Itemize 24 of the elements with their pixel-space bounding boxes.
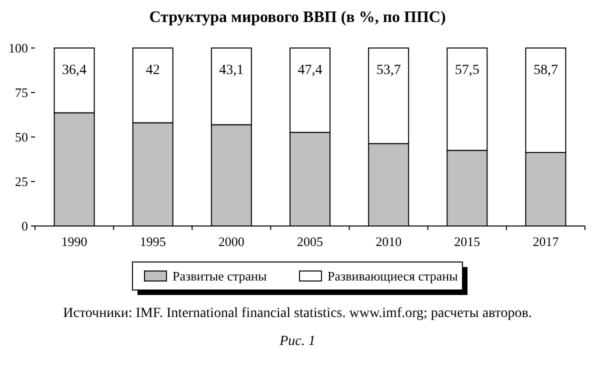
x-tick-label: 2005 [297, 234, 323, 249]
data-label: 47,4 [298, 63, 322, 78]
data-label: 36,4 [62, 63, 87, 78]
x-tick-label: 1995 [140, 234, 166, 249]
text: Рис. 1 [278, 334, 316, 349]
legend-label: Развитые страны [172, 268, 268, 284]
x-tick-label: 1990 [61, 234, 88, 249]
chart-title: Структура мирового ВВП (в %, по ППС) [149, 9, 446, 26]
y-tick-label: 75 [15, 85, 28, 100]
y-tick-label: 50 [15, 130, 28, 145]
text: Источники: IMF. International financial statistics. www.imf.org; расчеты авторов. [63, 306, 532, 321]
data-label: 53,7 [376, 63, 401, 78]
legend-label: Развивающиеся страны [328, 268, 458, 284]
y-tick-label: 100 [8, 40, 28, 56]
x-tick-label: 2010 [376, 234, 402, 249]
data-label: 42 [146, 63, 160, 78]
x-tick-label: 2017 [532, 234, 560, 249]
x-tick-label: 2015 [454, 234, 480, 249]
data-label: 58,7 [533, 63, 558, 78]
y-tick-label: 0 [22, 218, 28, 234]
data-label: 43,1 [219, 63, 244, 78]
y-tick-label: 25 [15, 174, 28, 190]
data-label: 57,5 [454, 63, 480, 78]
x-tick-label: 2000 [218, 234, 244, 249]
